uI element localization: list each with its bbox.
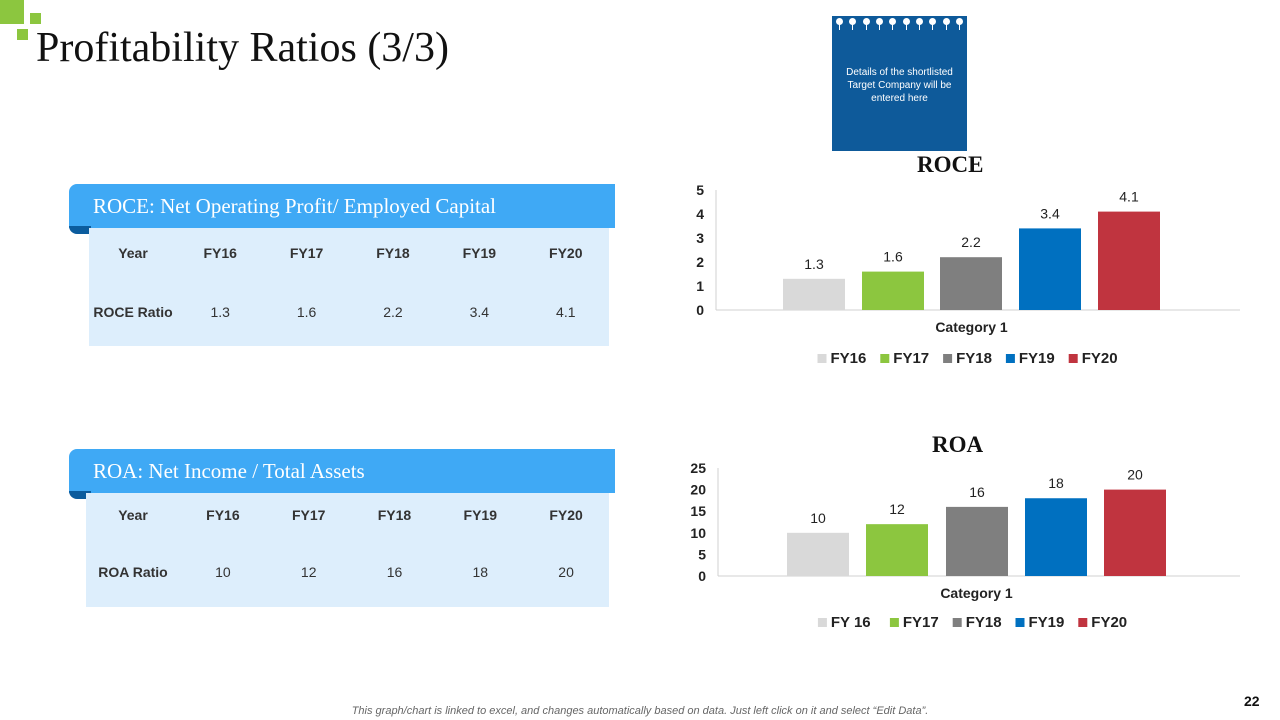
table-header-cell: FY17 (289, 245, 324, 261)
table-header-cell: Year (118, 507, 148, 523)
table-cell: 20 (558, 564, 574, 580)
table-header-cell: FY18 (377, 507, 412, 523)
table-cell: 2.2 (383, 304, 403, 320)
legend-swatch (1005, 354, 1015, 363)
legend-swatch (1078, 618, 1088, 627)
table-cell: 16 (386, 564, 403, 580)
table-header-cell: Year (118, 245, 148, 261)
data-label: 20 (1127, 467, 1143, 483)
y-tick-label: 3 (696, 230, 704, 246)
table-header-cell: FY20 (549, 507, 583, 523)
bar-fy20 (1104, 489, 1166, 576)
table-header-cell: FY19 (463, 507, 498, 523)
legend-label: FY17 (903, 614, 939, 631)
note-pad: Details of the shortlisted Target Compan… (832, 16, 967, 151)
table-header-cell: FY17 (291, 507, 326, 523)
roa-chart: 0 5 10 15 20 25 10 12 16 18 20 Category 1 FY 16 FY17 F… (690, 460, 1240, 631)
data-label: 1.3 (804, 256, 824, 272)
y-tick-label: 1 (696, 278, 704, 294)
legend-label: FY17 (893, 350, 929, 367)
bar-fy19 (1019, 228, 1081, 310)
legend-swatch (952, 618, 962, 627)
spiral-binding (836, 16, 963, 30)
legend-label: FY19 (1019, 350, 1055, 367)
y-tick-label: 0 (698, 568, 706, 584)
table-cell: 18 (472, 564, 489, 580)
logo-square-large (0, 0, 24, 24)
roa-table: Year FY16 FY17 FY18 FY19 FY20 ROA Ratio … (86, 493, 609, 607)
legend-label: FY19 (1029, 614, 1065, 631)
roce-table: Year FY16 FY17 FY18 FY19 FY20 ROCE Ratio… (89, 228, 609, 346)
roa-table-header: ROA: Net Income / Total Assets (69, 449, 615, 499)
y-tick-label: 20 (690, 482, 706, 498)
legend-label: FY20 (1082, 350, 1118, 367)
data-label: 12 (889, 501, 905, 517)
bar-fy17 (862, 271, 924, 310)
table-header-cell: FY18 (376, 245, 410, 261)
legend-swatch (817, 354, 827, 363)
table-row-label: ROA Ratio (98, 564, 168, 580)
y-tick-label: 10 (690, 525, 706, 541)
legend-swatch (889, 618, 899, 627)
bar-fy20 (1098, 211, 1160, 310)
y-tick-label: 5 (696, 182, 704, 198)
table-header-cell: FY19 (462, 245, 497, 261)
page-number: 22 (1244, 693, 1260, 709)
logo-square-small (30, 13, 41, 24)
table-header-cell: FY16 (203, 245, 237, 261)
legend-label: FY20 (1091, 614, 1127, 631)
y-tick-label: 0 (696, 302, 704, 318)
legend-label: FY18 (966, 614, 1002, 631)
table-header-cell: FY20 (549, 245, 583, 261)
bar-fy17 (866, 524, 928, 576)
note-text: Details of the shortlisted Target Compan… (846, 67, 953, 104)
logo-square-small (17, 29, 28, 40)
legend-swatch (817, 618, 827, 627)
x-category-label: Category 1 (940, 585, 1013, 601)
data-label: 10 (810, 510, 826, 526)
legend-swatch (880, 354, 890, 363)
table-cell: 1.6 (296, 304, 317, 320)
footer-note: This graph/chart is linked to excel, and… (351, 705, 929, 717)
legend-label: FY16 (831, 350, 867, 367)
roa-chart-title: ROA (932, 432, 984, 457)
data-label: 16 (969, 484, 985, 500)
data-label: 3.4 (1040, 205, 1060, 221)
data-label: 1.6 (883, 249, 903, 265)
x-category-label: Category 1 (935, 319, 1008, 335)
data-label: 18 (1048, 475, 1064, 491)
table-header-cell: FY16 (206, 507, 240, 523)
bar-fy19 (1025, 498, 1087, 576)
table-cell: 3.4 (469, 304, 490, 320)
y-tick-label: 2 (696, 254, 704, 270)
page-title: Profitability Ratios (3/3) (36, 25, 449, 71)
data-label: 2.2 (961, 234, 981, 250)
roce-table-header: ROCE: Net Operating Profit/ Employed Cap… (69, 184, 615, 234)
y-tick-label: 5 (698, 546, 706, 562)
roce-chart-title: ROCE (917, 152, 984, 177)
table-cell: 4.1 (556, 304, 576, 320)
legend-swatch (943, 354, 953, 363)
bar-fy16 (783, 278, 845, 310)
bar-fy16 (787, 532, 849, 576)
y-tick-label: 15 (690, 503, 706, 519)
legend-label: FY18 (956, 350, 992, 367)
data-label: 4.1 (1119, 189, 1139, 205)
table-cell: 1.3 (210, 304, 230, 320)
y-tick-label: 25 (690, 460, 706, 476)
roce-chart: 0 1 2 3 4 5 1.3 1.6 2.2 3.4 4.1 Category 1 FY16 FY17 F… (696, 182, 1240, 367)
legend-swatch (1015, 618, 1025, 627)
table-row-label: ROCE Ratio (93, 303, 173, 320)
bar-fy18 (940, 257, 1002, 310)
y-tick-label: 4 (696, 206, 704, 222)
table-cell: 10 (215, 564, 231, 580)
bar-fy18 (946, 506, 1008, 576)
legend-swatch (1068, 354, 1078, 363)
legend-label: FY 16 (831, 614, 871, 631)
table-cell: 12 (300, 564, 317, 580)
